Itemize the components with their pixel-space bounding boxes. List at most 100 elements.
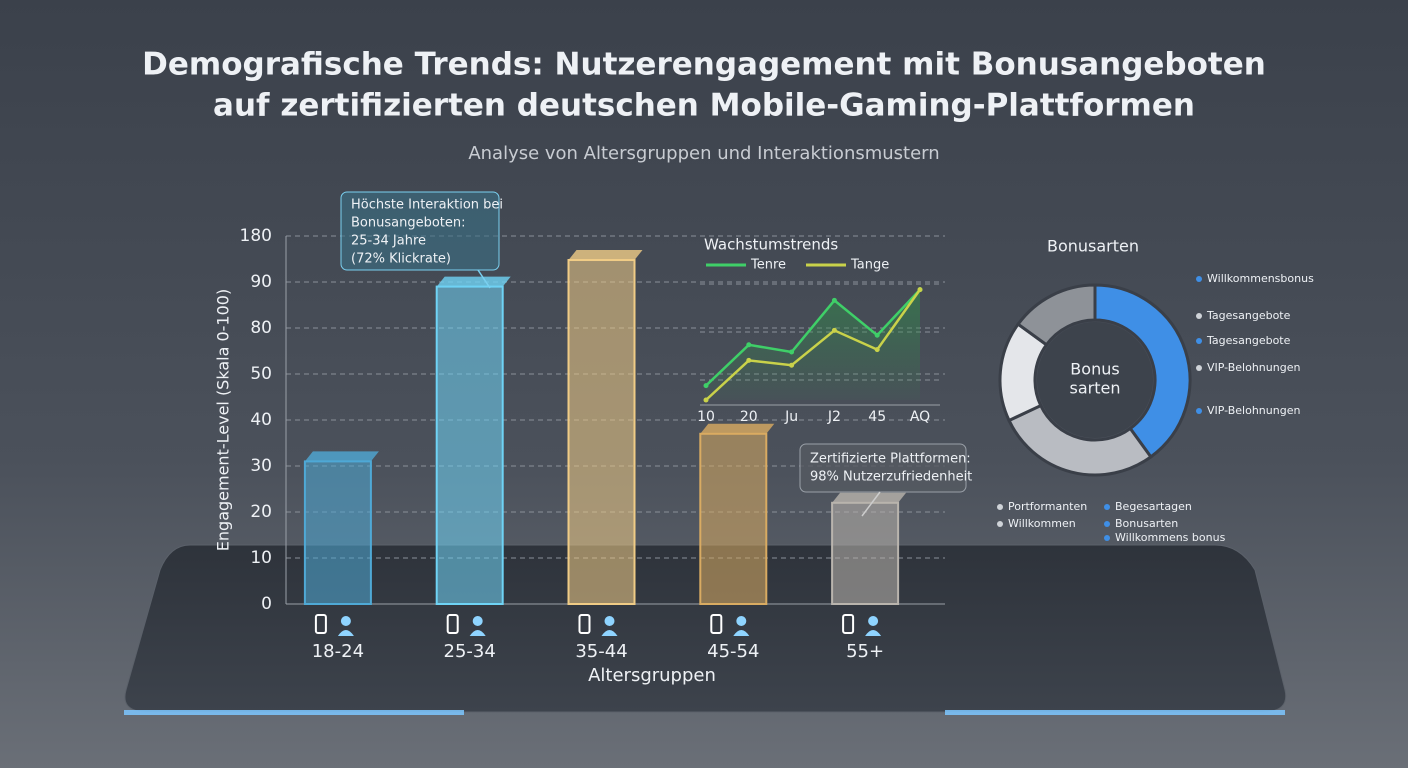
point <box>789 349 795 355</box>
point <box>746 357 752 363</box>
x-tick-label: AQ <box>910 409 930 425</box>
legend-dot <box>1104 521 1110 527</box>
y-tick-label: 50 <box>250 364 272 384</box>
point <box>831 297 837 303</box>
chart-title: Bonusarten <box>1047 237 1139 256</box>
title: Demografische Trends: Nutzerengagement m… <box>142 47 1266 83</box>
annotation-pointer <box>477 269 491 289</box>
legend-label: Tange <box>850 258 889 273</box>
icon <box>868 616 879 626</box>
y-tick-label: 80 <box>250 318 272 338</box>
x-tick-label: J2 <box>827 409 841 425</box>
legend-dot <box>997 504 1003 510</box>
bar <box>831 501 900 605</box>
x-tick-label: Ju <box>784 409 798 425</box>
point <box>703 383 709 389</box>
area <box>706 289 920 400</box>
donut-hole <box>1037 322 1153 438</box>
icon <box>472 616 483 626</box>
point <box>831 327 837 333</box>
x-tick-label: 45 <box>868 409 886 425</box>
point <box>703 397 709 403</box>
annotation-pointer <box>861 491 881 517</box>
annotation: (72% Klickrate) <box>351 252 451 267</box>
x-tick-label: 45-54 <box>707 641 759 662</box>
annotation-box <box>340 191 500 271</box>
annotation: 25-34 Jahre <box>351 234 426 249</box>
point <box>789 362 795 368</box>
callout-dot <box>1196 365 1202 371</box>
line <box>705 288 922 401</box>
point <box>746 342 752 348</box>
x-axis-title: Altersgruppen <box>588 665 716 686</box>
line <box>705 288 921 387</box>
x-tick-label: 20 <box>740 409 758 425</box>
icon <box>337 630 354 636</box>
callout-label: Tagesangebote <box>1206 334 1291 347</box>
y-tick-label: 90 <box>250 272 272 292</box>
icon <box>842 614 855 634</box>
glow <box>124 710 464 715</box>
legend-dot <box>1104 504 1110 510</box>
bar <box>567 259 636 605</box>
legend-dot <box>1104 535 1110 541</box>
legend-label: Portformanten <box>1008 500 1087 513</box>
chart-title: Wachstumstrends <box>704 236 838 254</box>
bar <box>303 460 372 605</box>
icon <box>446 614 459 634</box>
y-tick-label: 0 <box>261 594 272 614</box>
annotation: Höchste Interaktion bei <box>351 198 503 213</box>
point <box>874 332 880 338</box>
legend-label: Willkommen <box>1008 517 1076 530</box>
legend-label: Begesartagen <box>1115 500 1192 513</box>
icon <box>736 616 747 626</box>
icon <box>314 614 327 634</box>
legend-label: Willkommens bonus <box>1115 531 1226 544</box>
icon <box>578 614 591 634</box>
callout-dot <box>1196 338 1202 344</box>
icon <box>865 630 882 636</box>
callout-dot <box>1196 408 1202 414</box>
callout-label: VIP-Belohnungen <box>1207 404 1300 417</box>
x-tick-label: 25-34 <box>444 641 496 662</box>
point <box>917 287 923 293</box>
legend-dot <box>997 521 1003 527</box>
legend-label: Bonusarten <box>1115 517 1178 530</box>
icon <box>469 630 486 636</box>
x-tick-label: 10 <box>697 409 715 425</box>
y-tick-label: 20 <box>250 502 272 522</box>
pie-slice <box>1093 283 1192 459</box>
bar-top <box>436 276 511 287</box>
x-tick-label: 35-44 <box>575 641 627 662</box>
annotation: Zertifizierte Plattformen: <box>810 452 971 467</box>
callout-label: VIP-Belohnungen <box>1207 361 1300 374</box>
center-label: Bonus <box>1070 360 1119 379</box>
callout-dot <box>1196 276 1202 282</box>
bar <box>699 432 768 605</box>
title: auf zertifizierten deutschen Mobile-Gami… <box>213 88 1195 124</box>
y-tick-label: 40 <box>250 410 272 430</box>
annotation-box <box>799 443 967 493</box>
bar-top <box>304 451 379 462</box>
bar-top <box>700 423 775 434</box>
callout-label: Tagesangebote <box>1206 309 1291 322</box>
bar-top <box>832 492 907 503</box>
icon <box>604 616 615 626</box>
callout-label: Willkommensbonus <box>1207 272 1314 285</box>
y-tick-label: 30 <box>250 456 272 476</box>
icon <box>733 630 750 636</box>
bar <box>435 285 504 605</box>
point <box>874 347 880 353</box>
pie-slice <box>1016 283 1097 347</box>
x-tick-label: 55+ <box>846 641 884 662</box>
annotation: Bonusangeboten: <box>351 216 466 231</box>
callout-dot <box>1196 313 1202 319</box>
annotation: 98% Nutzerzufriedenheit <box>810 470 972 485</box>
icon <box>340 616 351 626</box>
y-tick-label: 10 <box>250 548 272 568</box>
y-tick-label: 180 <box>240 226 272 246</box>
center-label: sarten <box>1070 379 1121 398</box>
legend-label: Tenre <box>750 258 786 273</box>
icon <box>710 614 723 634</box>
bar-top <box>568 250 643 261</box>
